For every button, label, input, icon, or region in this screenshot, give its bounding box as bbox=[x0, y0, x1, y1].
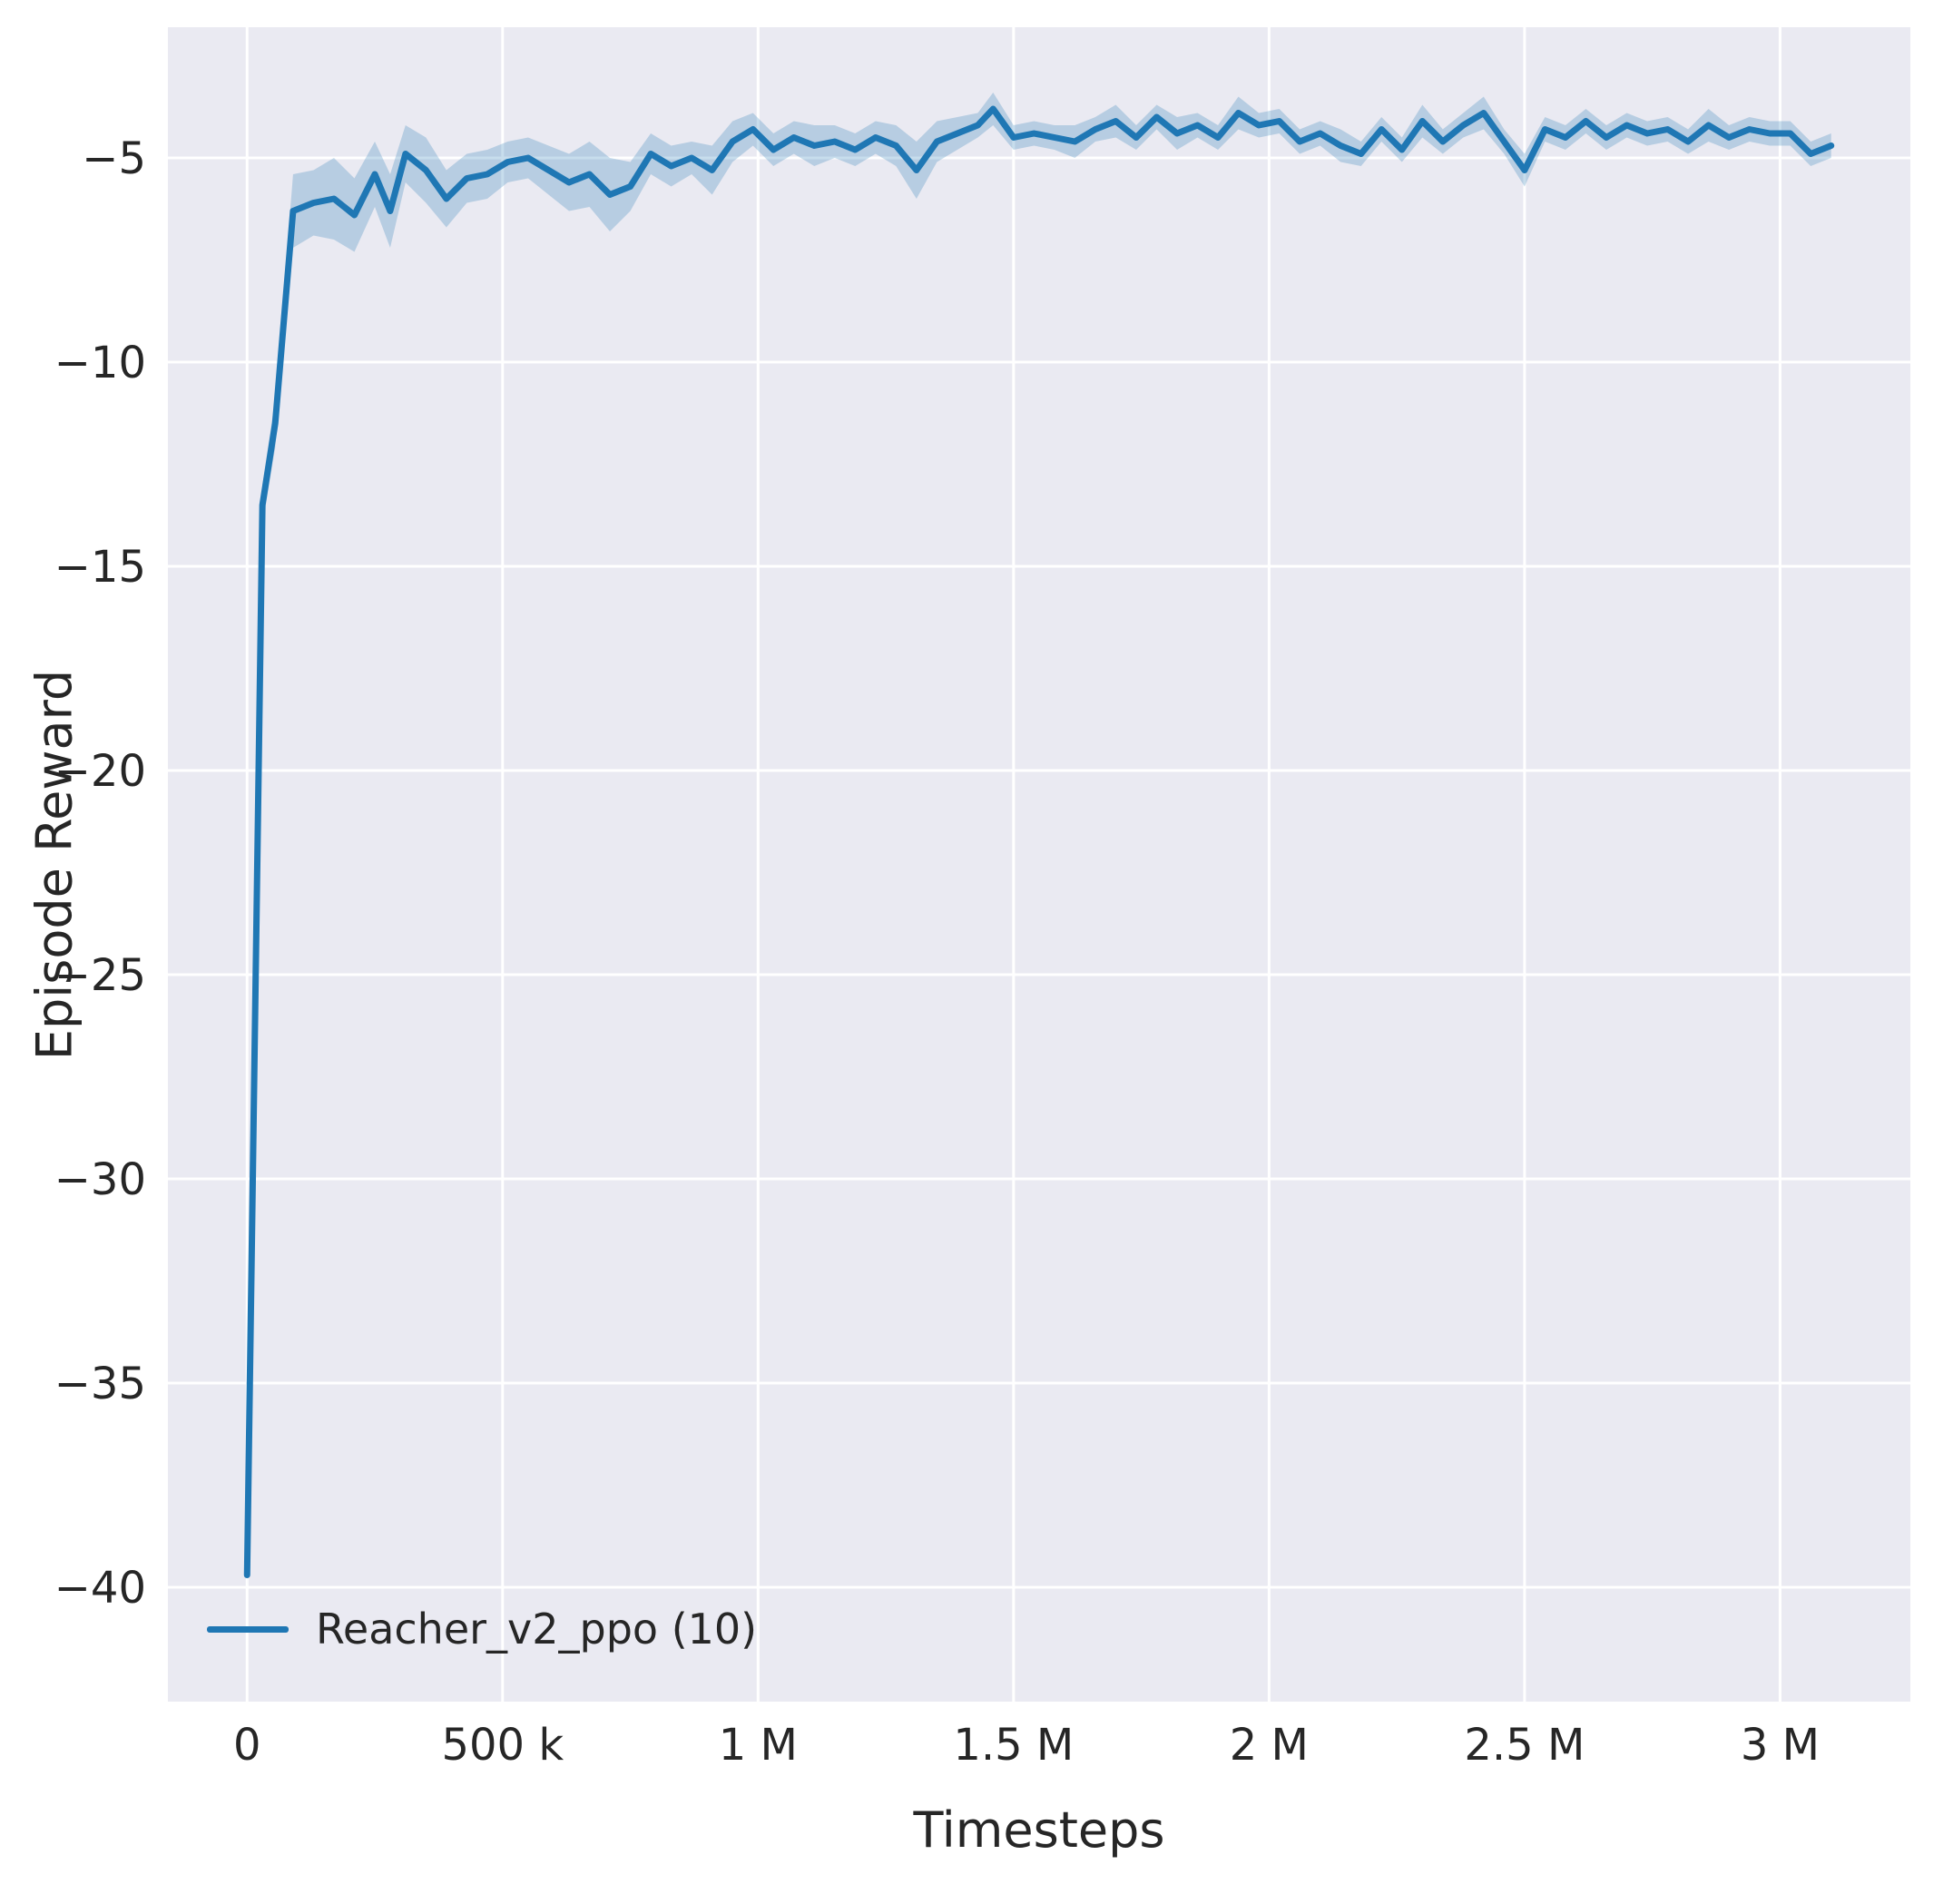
plot-area-bg bbox=[168, 27, 1910, 1702]
x-tick-label: 1.5 M bbox=[953, 1720, 1074, 1771]
y-tick-label: −35 bbox=[54, 1359, 146, 1409]
legend-label: Reacher_v2_ppo (10) bbox=[316, 1605, 758, 1654]
x-tick-label: 500 k bbox=[441, 1720, 564, 1771]
x-tick-label: 3 M bbox=[1741, 1720, 1820, 1771]
y-tick-label: −25 bbox=[54, 950, 146, 1001]
y-tick-label: −30 bbox=[54, 1154, 146, 1205]
x-tick-label: 2.5 M bbox=[1464, 1720, 1585, 1771]
legend: Reacher_v2_ppo (10) bbox=[207, 1605, 757, 1654]
x-tick-label: 2 M bbox=[1230, 1720, 1309, 1771]
y-tick-label: −40 bbox=[54, 1563, 146, 1614]
series-line bbox=[243, 105, 1835, 1578]
y-tick-label: −15 bbox=[54, 542, 146, 593]
legend-line-sample bbox=[207, 1625, 289, 1633]
x-tick-label: 1 M bbox=[719, 1720, 798, 1771]
y-tick-label: −10 bbox=[54, 338, 146, 388]
y-axis-label: Episode Reward bbox=[25, 669, 83, 1061]
y-tick-label: −5 bbox=[82, 133, 146, 184]
x-axis-label: Timesteps bbox=[913, 1801, 1165, 1859]
y-tick-label: −20 bbox=[54, 746, 146, 797]
x-tick-label: 0 bbox=[233, 1720, 261, 1771]
